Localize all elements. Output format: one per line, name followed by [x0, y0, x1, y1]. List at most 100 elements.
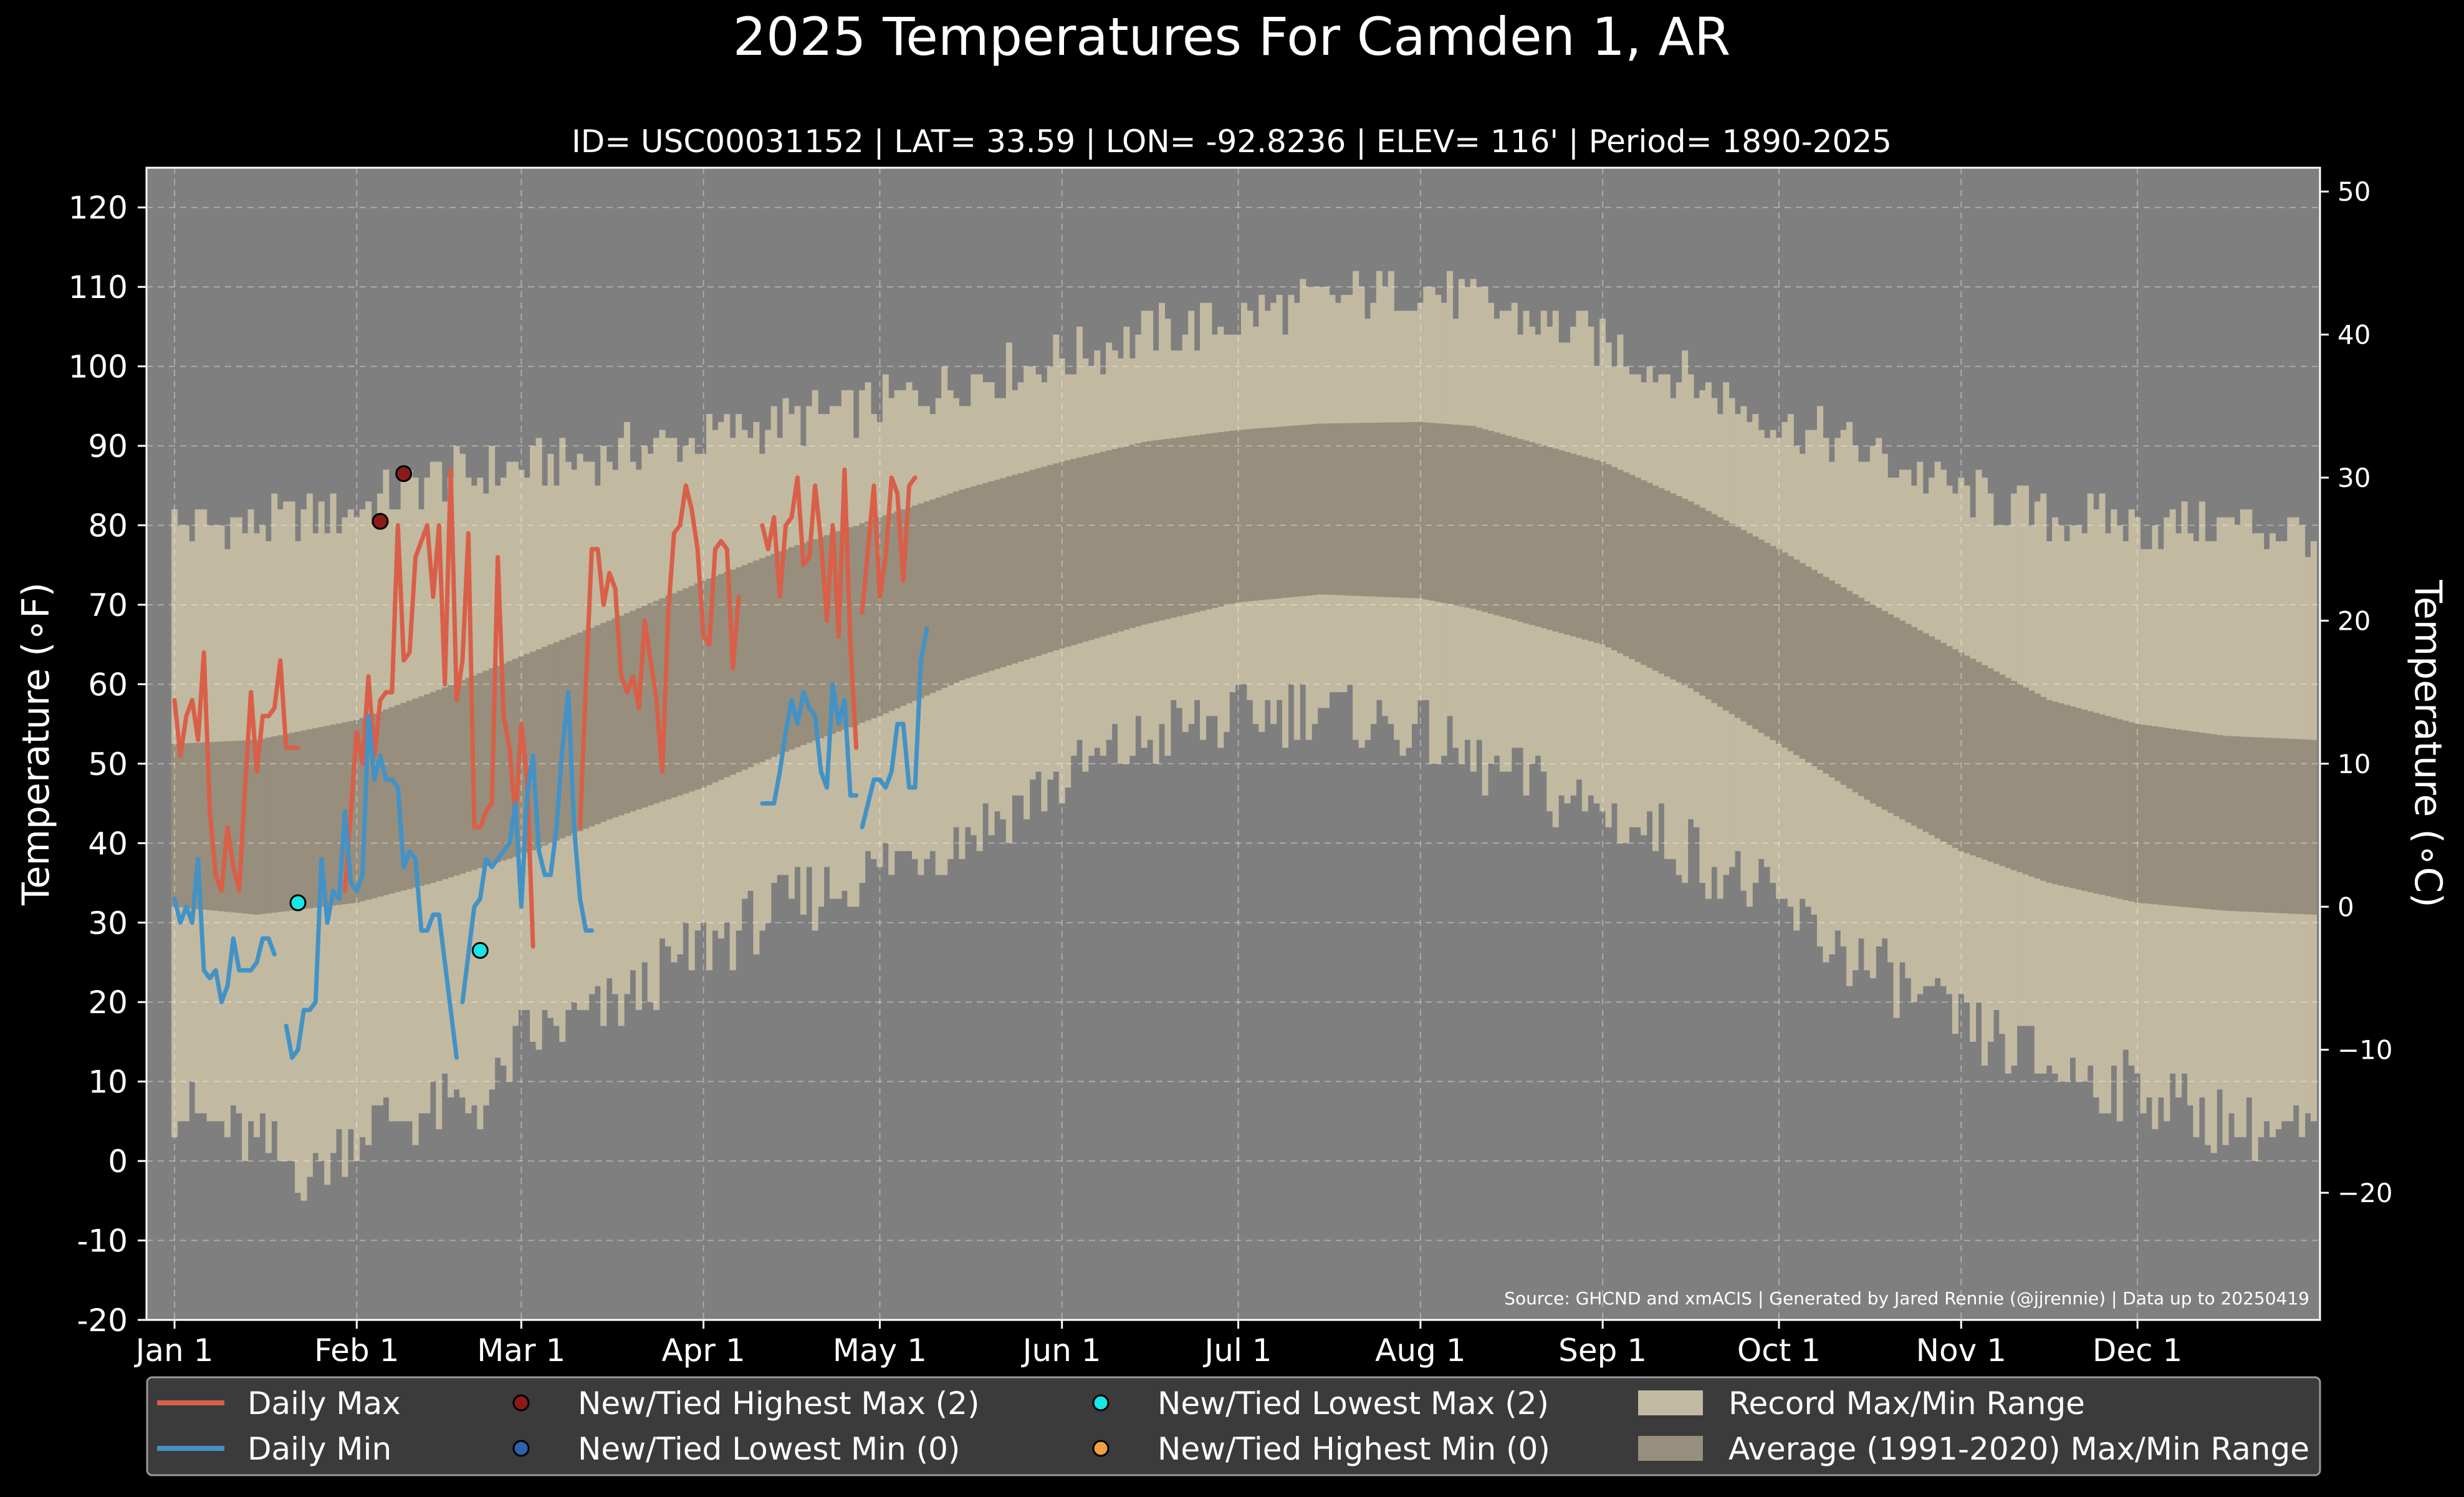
average-range-bar [1035, 468, 1042, 657]
y-right-tick-label: −20 [2337, 1178, 2393, 1208]
average-range-bar [2134, 724, 2141, 903]
average-range-bar [900, 509, 907, 706]
average-range-bar [612, 618, 619, 817]
average-range-bar [929, 499, 936, 693]
average-range-bar [2175, 729, 2182, 907]
average-range-bar [1717, 517, 1723, 707]
average-range-bar [412, 698, 419, 888]
average-range-bar [1341, 423, 1348, 595]
legend-label: New/Tied Lowest Max (2) [1158, 1385, 1549, 1422]
average-range-bar [1123, 446, 1130, 630]
average-range-bar [2093, 713, 2100, 894]
average-range-bar [888, 513, 895, 711]
average-range-bar [1423, 422, 1430, 600]
average-range-bar [1376, 422, 1383, 597]
average-range-bar [1687, 501, 1694, 688]
average-range-bar [876, 517, 883, 716]
average-range-bar [371, 713, 378, 898]
average-range-bar [242, 740, 249, 914]
average-range-bar [683, 588, 689, 794]
average-range-bar [1605, 464, 1612, 648]
average-range-bar [1223, 431, 1230, 605]
y-tick-label: 30 [88, 905, 128, 941]
average-range-bar [1441, 423, 1447, 604]
average-range-bar [623, 613, 631, 814]
average-range-bar [1276, 426, 1283, 599]
average-range-bar [1540, 445, 1547, 628]
average-range-bar [976, 484, 983, 675]
average-range-bar [512, 658, 519, 857]
average-range-bar [2205, 733, 2212, 910]
legend: Daily Max New/Tied Highest Max (2) New/Tie… [146, 1376, 2321, 1476]
average-range-bar [1411, 421, 1418, 599]
average-range-bar [712, 576, 719, 782]
average-range-bar [230, 741, 237, 913]
y-tick-label: 120 [69, 190, 128, 226]
average-range-bar [1699, 508, 1706, 696]
average-range-bar [1693, 504, 1700, 692]
average-range-bar [2234, 736, 2241, 912]
average-range-bar [788, 547, 795, 750]
average-range-bar [388, 707, 395, 894]
average-range-bar [1394, 422, 1401, 598]
average-range-bar [1158, 440, 1166, 621]
legend-marker-swatch [512, 1394, 530, 1412]
average-range-bar [1106, 450, 1113, 635]
average-range-bar [911, 505, 919, 701]
average-range-bar [700, 580, 707, 788]
average-range-bar [1111, 449, 1118, 633]
average-range-bar [2198, 733, 2205, 909]
average-range-bar [694, 583, 701, 790]
average-range-bar [1558, 450, 1565, 633]
average-range-bar [1946, 646, 1953, 845]
average-range-bar [1670, 493, 1677, 680]
average-range-bar [1975, 662, 1982, 858]
y-tick-label: 20 [88, 984, 128, 1021]
average-range-bar [1852, 594, 1859, 792]
average-range-bar [2128, 722, 2135, 902]
average-range-bar [2187, 731, 2194, 908]
average-range-bar [1323, 423, 1330, 595]
x-tick-label: Jul 1 [1203, 1332, 1272, 1369]
average-range-bar [2228, 736, 2235, 912]
chart-title: 2025 Temperatures For Camden 1, AR [733, 6, 1731, 67]
average-range-bar [1764, 542, 1771, 737]
average-range-bar [659, 598, 666, 802]
record-marker-point [395, 465, 413, 483]
average-range-bar [577, 632, 583, 832]
average-range-bar [1740, 530, 1747, 722]
average-range-bar [1493, 432, 1500, 615]
average-range-bar [194, 743, 201, 909]
average-range-bar [1017, 473, 1024, 662]
average-range-bar [1634, 478, 1641, 662]
average-range-bar [1981, 665, 1988, 860]
average-range-bar [741, 565, 748, 770]
average-range-bar [189, 743, 196, 908]
average-range-bar [2028, 690, 2035, 877]
y-right-tick-label: 50 [2337, 176, 2371, 207]
average-range-bar [1775, 549, 1783, 744]
average-range-bar [1399, 422, 1406, 598]
average-range-bar [335, 723, 343, 905]
average-range-bar [1623, 472, 1629, 657]
average-range-bar [2104, 716, 2112, 897]
legend-label: Record Max/Min Range [1728, 1385, 2085, 1422]
average-range-bar [982, 483, 989, 673]
x-tick-label: Dec 1 [2092, 1332, 2182, 1369]
average-range-bar [882, 515, 889, 714]
average-range-bar [2157, 727, 2164, 905]
average-range-bar [201, 742, 208, 910]
average-range-bar [1876, 608, 1882, 807]
average-range-bar [1053, 463, 1060, 651]
average-range-bar [353, 720, 360, 903]
average-range-bar [2263, 738, 2270, 913]
average-range-bar [2275, 738, 2282, 913]
average-range-bar [1675, 496, 1682, 683]
average-range-bar [1282, 426, 1289, 598]
average-range-bar [541, 647, 549, 846]
average-range-bar [1487, 431, 1495, 614]
average-range-bar [971, 486, 977, 677]
average-range-bar [177, 743, 184, 908]
legend-label: Daily Max [247, 1385, 401, 1422]
average-range-bar [1041, 466, 1048, 655]
